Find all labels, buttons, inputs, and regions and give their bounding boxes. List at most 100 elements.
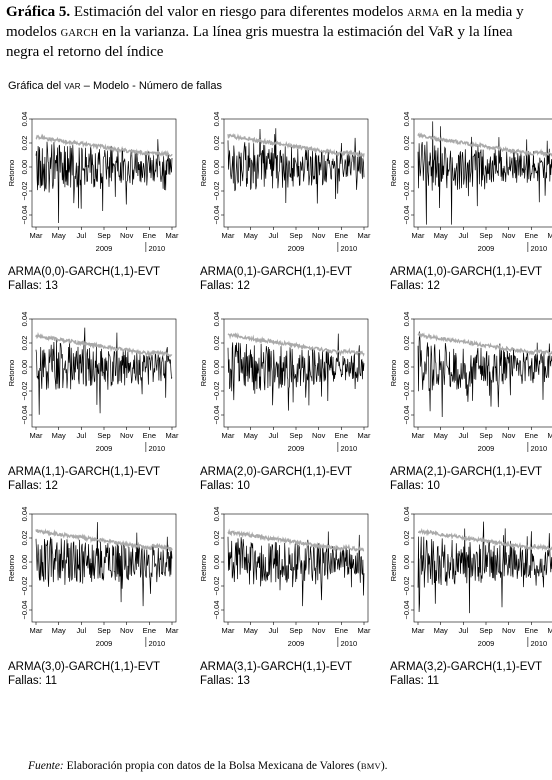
y-tick-label: −0.04 bbox=[20, 406, 29, 425]
x-tick-label: Ene bbox=[335, 431, 348, 440]
x-tick-label: Jul bbox=[459, 431, 469, 440]
x-tick-label: May bbox=[244, 626, 258, 635]
y-tick-label: 0.00 bbox=[20, 555, 29, 570]
var-series-line bbox=[417, 131, 552, 158]
x-tick-label: Nov bbox=[120, 431, 134, 440]
year-label-2010: 2010 bbox=[341, 444, 358, 453]
year-label-2010: 2010 bbox=[149, 639, 166, 648]
x-tick-label: Nov bbox=[502, 231, 516, 240]
x-tick-label: Mar bbox=[30, 626, 43, 635]
y-tick-label: −0.02 bbox=[212, 577, 221, 596]
chart-panel: −0.04 −0.02 0.00 0.02 0.04 Retorno Mar May Jul Se… bbox=[390, 505, 552, 695]
return-series-line bbox=[35, 327, 173, 415]
y-axis-title: Retorno bbox=[8, 160, 16, 187]
x-tick-label: Mar bbox=[166, 431, 179, 440]
x-tick-label: Nov bbox=[312, 626, 326, 635]
year-label-2010: 2010 bbox=[531, 444, 548, 453]
fallas-count: Fallas: 11 bbox=[8, 675, 58, 687]
return-series-line bbox=[227, 531, 365, 607]
x-tick-label: Sep bbox=[289, 231, 302, 240]
return-series-line bbox=[227, 128, 365, 204]
year-label-2010: 2010 bbox=[341, 244, 358, 253]
y-tick-label: −0.04 bbox=[212, 601, 221, 620]
return-series-line bbox=[35, 522, 173, 607]
source-text: Elaboración propia con datos de la Bolsa… bbox=[66, 760, 361, 772]
x-tick-label: May bbox=[434, 626, 448, 635]
panel-caption: ARMA(3,0)-GARCH(1,1)-EVT Fallas: 11 bbox=[8, 660, 188, 688]
figure-title: Gráfica 5. Estimación del valor en riesg… bbox=[6, 3, 546, 61]
subtitle-text-1: Gráfica del bbox=[8, 80, 62, 92]
y-tick-label: −0.04 bbox=[20, 601, 29, 620]
panel-caption: ARMA(3,1)-GARCH(1,1)-EVT Fallas: 13 bbox=[200, 660, 380, 688]
y-tick-label: 0.02 bbox=[402, 136, 411, 151]
y-tick-label: 0.00 bbox=[20, 160, 29, 175]
title-text-2: en la media y modelos bbox=[6, 4, 524, 40]
return-series-line bbox=[417, 121, 552, 225]
x-tick-label: May bbox=[434, 231, 448, 240]
y-tick-label: 0.00 bbox=[20, 360, 29, 375]
y-tick-label: 0.02 bbox=[20, 531, 29, 546]
return-series-line bbox=[417, 331, 552, 418]
y-tick-label: −0.04 bbox=[402, 406, 411, 425]
fallas-count: Fallas: 13 bbox=[8, 280, 58, 292]
y-tick-label: 0.02 bbox=[212, 531, 221, 546]
return-series-line bbox=[35, 139, 173, 224]
x-tick-label: May bbox=[52, 431, 66, 440]
x-tick-label: Jul bbox=[269, 431, 279, 440]
x-tick-label: Jul bbox=[459, 231, 469, 240]
chart-svg: −0.04 −0.02 0.00 0.02 0.04 Retorno Mar May Jul Se… bbox=[8, 112, 179, 253]
x-tick-label: Jul bbox=[459, 626, 469, 635]
year-label-2009: 2009 bbox=[96, 639, 113, 648]
y-axis-title: Retorno bbox=[200, 555, 208, 582]
x-tick-label: May bbox=[434, 431, 448, 440]
year-label-2010: 2010 bbox=[531, 639, 548, 648]
y-tick-label: 0.02 bbox=[212, 136, 221, 151]
y-tick-label: −0.04 bbox=[20, 206, 29, 225]
y-tick-label: 0.04 bbox=[402, 112, 411, 127]
fallas-count: Fallas: 12 bbox=[390, 280, 440, 292]
x-tick-label: May bbox=[52, 626, 66, 635]
x-tick-label: Nov bbox=[120, 626, 134, 635]
x-tick-label: Jul bbox=[77, 626, 87, 635]
y-tick-label: 0.00 bbox=[212, 160, 221, 175]
x-tick-label: Mar bbox=[412, 431, 425, 440]
x-tick-label: May bbox=[52, 231, 66, 240]
x-tick-label: Mar bbox=[548, 431, 552, 440]
x-tick-label: Mar bbox=[222, 626, 235, 635]
model-name: ARMA(2,0)-GARCH(1,1)-EVT bbox=[200, 466, 353, 478]
y-tick-label: 0.04 bbox=[20, 112, 29, 127]
y-tick-label: 0.04 bbox=[402, 312, 411, 327]
var-series-line bbox=[35, 528, 173, 553]
x-tick-label: Mar bbox=[358, 231, 371, 240]
chart-svg: −0.04 −0.02 0.00 0.02 0.04 Retorno Mar May Jul Se… bbox=[8, 507, 179, 648]
y-axis-title: Retorno bbox=[390, 555, 398, 582]
title-text-1: Estimación del valor en riesgo para dife… bbox=[73, 4, 404, 20]
x-tick-label: Ene bbox=[143, 231, 156, 240]
x-tick-label: May bbox=[244, 431, 258, 440]
chart-panel: −0.04 −0.02 0.00 0.02 0.04 Retorno Mar May Jul Se… bbox=[200, 110, 380, 300]
model-name: ARMA(3,2)-GARCH(1,1)-EVT bbox=[390, 661, 543, 673]
subtitle-text-2: – Modelo - Número de fallas bbox=[83, 80, 222, 92]
x-tick-label: Sep bbox=[479, 231, 492, 240]
panel-caption: ARMA(0,1)-GARCH(1,1)-EVT Fallas: 12 bbox=[200, 265, 380, 293]
x-tick-label: Ene bbox=[335, 626, 348, 635]
x-tick-label: Mar bbox=[548, 626, 552, 635]
x-tick-label: Sep bbox=[479, 626, 492, 635]
x-tick-label: Jul bbox=[77, 431, 87, 440]
year-label-2009: 2009 bbox=[96, 444, 113, 453]
year-label-2010: 2010 bbox=[149, 444, 166, 453]
x-tick-label: May bbox=[244, 231, 258, 240]
chart-panel: −0.04 −0.02 0.00 0.02 0.04 Retorno Mar May Jul Se… bbox=[8, 110, 188, 300]
title-garch: GARCH bbox=[60, 28, 99, 39]
y-tick-label: 0.04 bbox=[20, 507, 29, 522]
figure-label: Gráfica 5. bbox=[6, 4, 71, 20]
model-name: ARMA(3,0)-GARCH(1,1)-EVT bbox=[8, 661, 161, 673]
x-tick-label: Mar bbox=[222, 431, 235, 440]
chart-panel: −0.04 −0.02 0.00 0.02 0.04 Retorno Mar May Jul Se… bbox=[200, 505, 380, 695]
y-tick-label: 0.04 bbox=[212, 312, 221, 327]
y-tick-label: 0.02 bbox=[20, 136, 29, 151]
y-tick-label: −0.02 bbox=[402, 382, 411, 401]
x-tick-label: Mar bbox=[358, 626, 371, 635]
fallas-count: Fallas: 12 bbox=[8, 480, 58, 492]
var-series-line bbox=[35, 133, 173, 157]
